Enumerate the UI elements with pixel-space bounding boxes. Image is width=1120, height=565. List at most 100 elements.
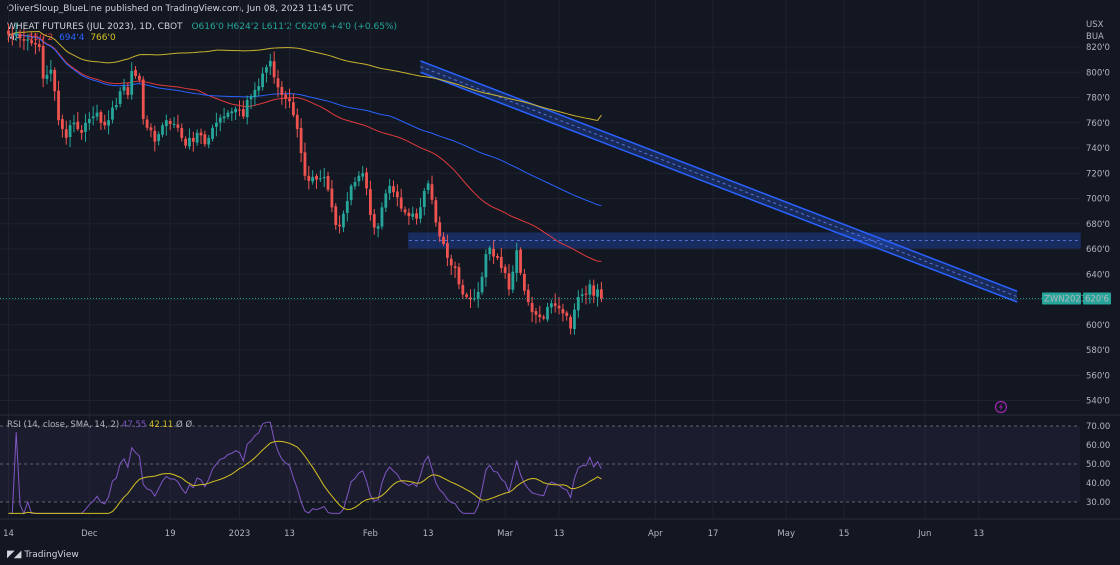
candle-body xyxy=(395,191,399,198)
support-zone[interactable] xyxy=(408,232,1081,249)
candle xyxy=(249,93,253,110)
time-tick-label: Dec xyxy=(81,529,98,539)
candle-body xyxy=(403,209,407,213)
price-tick-label: 720'0 xyxy=(1086,169,1110,179)
candle xyxy=(103,114,107,130)
candle-body xyxy=(168,120,172,125)
candle-body xyxy=(546,307,549,320)
candle-body xyxy=(465,294,469,297)
candle-body xyxy=(499,256,503,268)
candle xyxy=(280,81,284,105)
candle-body xyxy=(10,34,14,36)
candle-body xyxy=(276,78,280,88)
candle-body xyxy=(268,60,272,67)
price-tick-label: 600'0 xyxy=(1086,321,1110,331)
candle-body xyxy=(34,42,37,45)
rsi-extra-value: Ø xyxy=(185,419,192,430)
candle-body xyxy=(411,213,415,217)
candle xyxy=(322,167,326,188)
candle-body xyxy=(157,134,161,141)
candle xyxy=(211,124,214,142)
candle-body xyxy=(61,119,64,130)
candle xyxy=(549,299,553,314)
candle xyxy=(45,65,49,85)
time-tick-label: May xyxy=(777,529,795,539)
candles xyxy=(7,23,603,335)
candle xyxy=(72,114,76,133)
rsi-line xyxy=(8,421,602,515)
candle xyxy=(573,303,576,335)
candle-body xyxy=(245,100,249,118)
candle-body xyxy=(253,89,257,98)
candle-body xyxy=(130,70,134,95)
tradingview-logo[interactable]: ◤◢ TradingView xyxy=(7,549,79,560)
trend-channel[interactable] xyxy=(420,60,1018,303)
candle-body xyxy=(153,130,157,142)
ma100-value: 694'4 xyxy=(59,33,85,43)
symbol-title[interactable]: WHEAT FUTURES (JUL 2023), 1D, CBOT O616'… xyxy=(7,22,397,32)
candle xyxy=(480,272,484,295)
candle-body xyxy=(7,30,10,35)
candle-body xyxy=(72,122,76,125)
time-tick-label: Jun xyxy=(917,529,931,539)
candle-body xyxy=(480,276,484,293)
candle xyxy=(596,283,599,307)
candle-body xyxy=(195,132,199,143)
candle xyxy=(584,285,588,305)
candle xyxy=(68,120,72,148)
rsi-extra-value: Ø xyxy=(176,419,185,430)
candle xyxy=(476,281,480,308)
candle xyxy=(222,107,226,123)
candle-body xyxy=(211,127,214,139)
candle-body xyxy=(519,249,522,273)
candle xyxy=(141,76,145,125)
candle-body xyxy=(118,91,122,104)
candle xyxy=(76,111,80,132)
candle-body xyxy=(342,213,345,228)
candle xyxy=(245,95,249,125)
candle-body xyxy=(580,294,584,296)
candle-body xyxy=(226,112,230,117)
candle xyxy=(303,142,307,181)
candle-body xyxy=(207,137,211,145)
price-tick-label: 560'0 xyxy=(1086,371,1110,381)
candle-body xyxy=(41,45,45,79)
candle xyxy=(26,34,30,51)
candle-body xyxy=(457,267,461,285)
candle-body xyxy=(37,44,41,47)
candle-body xyxy=(557,305,561,309)
candle xyxy=(257,78,261,97)
candle-body xyxy=(45,74,49,80)
candle xyxy=(191,131,195,152)
candle-body xyxy=(376,226,380,229)
time-tick-label: 17 xyxy=(708,529,719,539)
candle xyxy=(380,202,384,230)
candle xyxy=(465,292,469,299)
ma-legend[interactable]: MA 650'2 694'4 766'0 xyxy=(7,33,116,43)
candle xyxy=(372,208,376,235)
candle xyxy=(153,125,157,152)
candle-body xyxy=(126,87,130,95)
rsi-tick-label: 60.00 xyxy=(1086,441,1110,451)
candle-body xyxy=(322,177,326,179)
candle xyxy=(114,97,118,111)
candle xyxy=(230,107,234,121)
candle xyxy=(95,104,99,121)
candle xyxy=(37,38,41,52)
candle xyxy=(407,208,411,225)
candle-body xyxy=(99,112,103,123)
candle xyxy=(457,263,461,290)
candle xyxy=(469,289,472,308)
candle-body xyxy=(176,124,180,128)
candle xyxy=(449,254,453,275)
candle xyxy=(168,118,172,131)
candle xyxy=(276,69,280,98)
candle-body xyxy=(284,94,288,99)
candle xyxy=(122,78,126,95)
candle xyxy=(318,169,322,182)
candle xyxy=(419,198,422,224)
rsi-tick-label: 70.00 xyxy=(1086,422,1110,432)
candle-body xyxy=(122,86,126,91)
candle-body xyxy=(265,67,268,73)
